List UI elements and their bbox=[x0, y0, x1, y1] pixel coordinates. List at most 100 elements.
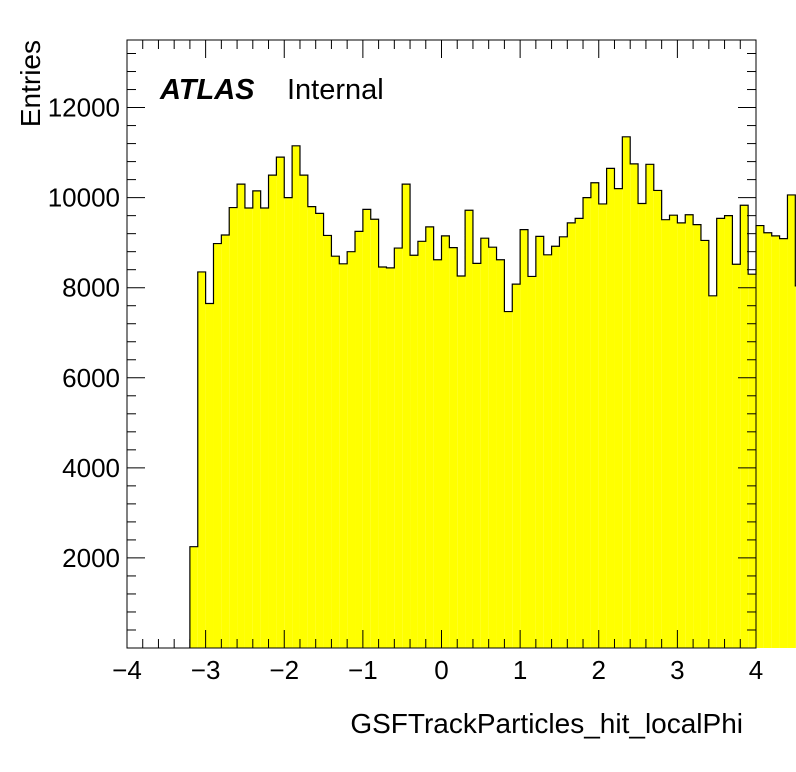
histogram-bar bbox=[630, 163, 639, 648]
histogram-bar bbox=[315, 213, 324, 649]
histogram-bar bbox=[488, 247, 497, 649]
x-tick-label: 0 bbox=[434, 655, 448, 685]
histogram-bar bbox=[559, 236, 568, 648]
x-tick-label: −3 bbox=[191, 655, 221, 685]
histogram-bar bbox=[472, 263, 481, 648]
histogram-bar bbox=[394, 248, 403, 648]
histogram-bar bbox=[693, 224, 701, 648]
histogram-bar bbox=[606, 168, 615, 648]
histogram-bar bbox=[685, 214, 694, 648]
histogram-bar bbox=[355, 231, 363, 648]
histogram-bar bbox=[622, 136, 631, 648]
histogram-bar bbox=[598, 203, 607, 648]
histogram-bar bbox=[653, 190, 662, 648]
histogram-bar bbox=[638, 203, 646, 649]
y-tick-label: 4000 bbox=[62, 453, 120, 483]
histogram-bar bbox=[237, 184, 245, 648]
histogram-bar bbox=[787, 194, 796, 648]
y-tick-label: 6000 bbox=[62, 363, 120, 393]
histogram-bar bbox=[221, 235, 230, 648]
histogram-bar bbox=[386, 267, 395, 648]
x-tick-label: 1 bbox=[513, 655, 527, 685]
histogram-bar bbox=[535, 236, 544, 648]
histogram-bar bbox=[189, 546, 198, 648]
histogram-bar bbox=[669, 215, 678, 648]
x-tick-label: −2 bbox=[269, 655, 299, 685]
histogram-bar bbox=[763, 232, 772, 648]
histogram-bar bbox=[433, 259, 442, 648]
bars-layer bbox=[189, 136, 796, 649]
histogram-bar bbox=[700, 240, 709, 649]
histogram-bar bbox=[205, 303, 214, 648]
histogram-bar bbox=[740, 205, 749, 648]
histogram-bar bbox=[527, 276, 536, 648]
histogram-bar bbox=[347, 251, 356, 648]
atlas-label: ATLAS bbox=[159, 74, 255, 106]
ticks-layer bbox=[126, 40, 757, 648]
histogram-bar bbox=[677, 222, 686, 648]
histogram-bar bbox=[331, 256, 340, 648]
status-label: Internal bbox=[287, 74, 384, 106]
histogram-bar bbox=[724, 215, 733, 648]
histogram-bar bbox=[197, 271, 206, 648]
x-axis-label: GSFTrackParticles_hit_localPhi bbox=[350, 708, 743, 739]
y-tick-label: 10000 bbox=[48, 183, 120, 213]
x-tick-label: 4 bbox=[749, 655, 763, 685]
histogram-bar bbox=[425, 226, 434, 649]
x-tick-label: −1 bbox=[348, 655, 378, 685]
x-tick-labels: −4 −3 −2 −1 0 1 2 3 4 bbox=[112, 655, 763, 685]
histogram-bar bbox=[410, 255, 418, 648]
y-tick-labels: 2000 4000 6000 8000 10000 12000 bbox=[48, 93, 120, 573]
y-axis-label: Entries bbox=[15, 40, 46, 127]
histogram-bar bbox=[708, 295, 717, 648]
y-tick-label: 12000 bbox=[48, 93, 120, 123]
histogram-bar bbox=[378, 266, 387, 648]
histogram-bar bbox=[748, 274, 756, 648]
histogram-bar bbox=[512, 284, 521, 648]
histogram-bar bbox=[260, 207, 269, 648]
histogram-bar bbox=[362, 209, 371, 648]
histogram-bar bbox=[520, 229, 528, 648]
y-tick-label: 8000 bbox=[62, 273, 120, 303]
histogram-bar bbox=[402, 184, 411, 648]
histogram-bar bbox=[339, 263, 348, 648]
histogram-bar bbox=[551, 246, 560, 648]
histogram-bar bbox=[268, 175, 277, 648]
histogram-bar bbox=[441, 235, 450, 648]
histogram-bar bbox=[779, 238, 788, 648]
histogram-bar bbox=[771, 235, 780, 648]
histogram-bar bbox=[496, 259, 505, 648]
histogram-bar bbox=[590, 182, 599, 649]
histogram-bar bbox=[244, 207, 253, 648]
histogram-bar bbox=[213, 243, 222, 648]
histogram-bar bbox=[661, 219, 670, 648]
histogram-bar bbox=[716, 218, 725, 648]
histogram-bar bbox=[575, 218, 584, 648]
histogram-bar bbox=[465, 210, 473, 649]
histogram-bar bbox=[732, 264, 741, 648]
histogram-bar bbox=[307, 206, 316, 649]
histogram-bar bbox=[276, 157, 285, 648]
histogram-bar bbox=[299, 175, 308, 648]
histogram-outline bbox=[189, 136, 796, 648]
histogram-bar bbox=[449, 247, 458, 649]
histogram-bar bbox=[645, 164, 654, 648]
histogram-bar bbox=[543, 254, 552, 648]
y-tick-label: 2000 bbox=[62, 543, 120, 573]
histogram-bar bbox=[229, 207, 238, 648]
histogram-bar bbox=[480, 238, 489, 648]
histogram-bar bbox=[292, 145, 300, 648]
x-tick-label: 2 bbox=[592, 655, 606, 685]
histogram-bar bbox=[417, 241, 426, 648]
histogram-bar bbox=[756, 225, 764, 648]
histogram-bar bbox=[370, 219, 379, 648]
histogram-bar bbox=[504, 311, 513, 648]
x-tick-label: −4 bbox=[112, 655, 142, 685]
histogram-bar bbox=[567, 222, 576, 648]
histogram-bar bbox=[614, 188, 623, 648]
x-tick-label: 3 bbox=[670, 655, 684, 685]
histogram-bar bbox=[457, 275, 466, 648]
histogram-bar bbox=[252, 190, 261, 648]
histogram-bar bbox=[583, 197, 591, 648]
